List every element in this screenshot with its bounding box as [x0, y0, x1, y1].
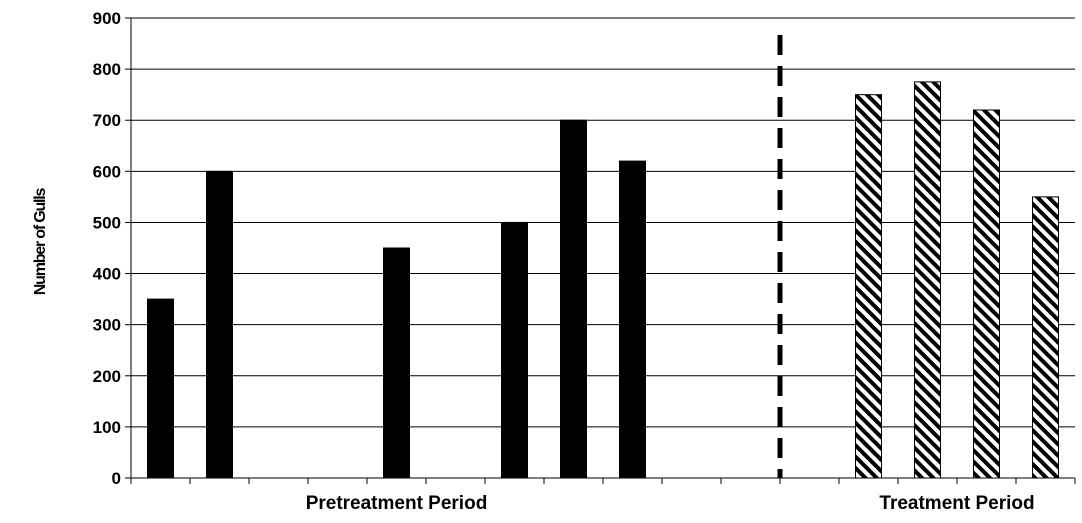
treatment-bar: [855, 94, 882, 479]
labels: Pretreatment Period Treatment Period: [306, 493, 1035, 514]
y-tick-label: 700: [93, 111, 121, 130]
period-label-treatment: Treatment Period: [879, 493, 1034, 514]
y-tick-label: 300: [93, 316, 121, 335]
y-tick-label: 900: [93, 9, 121, 28]
pretreatment-bar: [147, 298, 174, 479]
treatment-bar: [973, 109, 1000, 479]
axes: 0 100 200 300 400 500 600 700 800 900: [93, 9, 1076, 488]
pretreatment-bar: [206, 170, 233, 479]
pretreatment-bar: [560, 119, 587, 479]
treatment-bar: [1032, 196, 1059, 479]
y-tick-label: 0: [112, 469, 121, 488]
treatment-bar: [914, 81, 941, 479]
gridlines: [131, 17, 1075, 428]
y-tick-label: 200: [93, 367, 121, 386]
bars: [147, 81, 1059, 479]
y-tick-label: 400: [93, 265, 121, 284]
pretreatment-bar: [501, 221, 528, 479]
pretreatment-bar: [383, 247, 410, 479]
pretreatment-bar: [619, 160, 646, 479]
y-axis-label: Number of Gulls: [32, 187, 49, 295]
y-tick-label: 100: [93, 418, 121, 437]
period-label-pretreatment: Pretreatment Period: [306, 493, 488, 514]
y-tick-label: 800: [93, 60, 121, 79]
y-tick-label: 500: [93, 213, 121, 232]
y-tick-label: 600: [93, 162, 121, 181]
